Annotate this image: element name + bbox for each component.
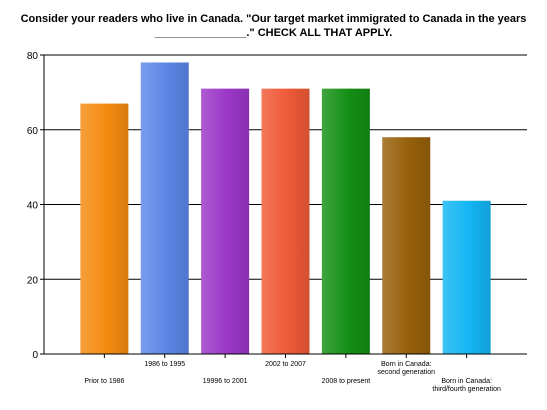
x-tick-label-line: second generation — [377, 369, 435, 376]
y-tick-label-80: 80 — [27, 51, 39, 62]
bar-1 — [140, 62, 189, 354]
x-tick-label-line: Born in Canada: — [441, 378, 492, 385]
bar-4 — [321, 88, 370, 354]
x-tick-label-1: 1986 to 1995 — [144, 361, 185, 368]
bar-3 — [261, 88, 310, 354]
x-tick-label-line: 1986 to 1995 — [144, 361, 185, 368]
y-tick-label-0: 0 — [32, 350, 38, 361]
bar-5 — [382, 137, 431, 354]
bar-6 — [442, 200, 491, 354]
y-tick-label-60: 60 — [27, 126, 39, 137]
x-tick-label-3: 2002 to 2007 — [265, 361, 306, 368]
y-tick-label-20: 20 — [27, 275, 39, 286]
x-tick-label-5: Born in Canada: second generation — [377, 361, 435, 376]
axis-labels: 0 20 40 60 80 Prior to 1986 1986 to 1995 19996 … — [27, 51, 501, 393]
x-tick-label-0: Prior to 1986 — [84, 378, 124, 385]
axes — [40, 54, 527, 358]
y-tick-label-40: 40 — [27, 201, 39, 212]
bar-2 — [201, 88, 250, 354]
x-tick-label-4: 2008 to present — [322, 378, 371, 385]
chart-title-line-2: _______________." CHECK ALL THAT APPLY. — [154, 27, 393, 39]
x-tick-label-line: Prior to 1986 — [84, 378, 124, 385]
chart-title-line-1: Consider your readers who live in Canada… — [20, 13, 527, 25]
x-tick-label-line: 2008 to present — [322, 378, 371, 385]
bars — [80, 62, 491, 355]
x-tick-label-line: 2002 to 2007 — [265, 361, 306, 368]
chart-title: Consider your readers who live in Canada… — [0, 12, 547, 40]
bar-0 — [80, 103, 129, 355]
x-tick-label-line: third/fourth generation — [432, 386, 501, 393]
x-tick-label-6: Born in Canada: third/fourth generation — [432, 378, 501, 393]
x-tick-label-2: 19996 to 2001 — [203, 378, 248, 385]
x-tick-label-line: 19996 to 2001 — [203, 378, 248, 385]
x-tick-label-line: Born in Canada: — [381, 361, 432, 368]
